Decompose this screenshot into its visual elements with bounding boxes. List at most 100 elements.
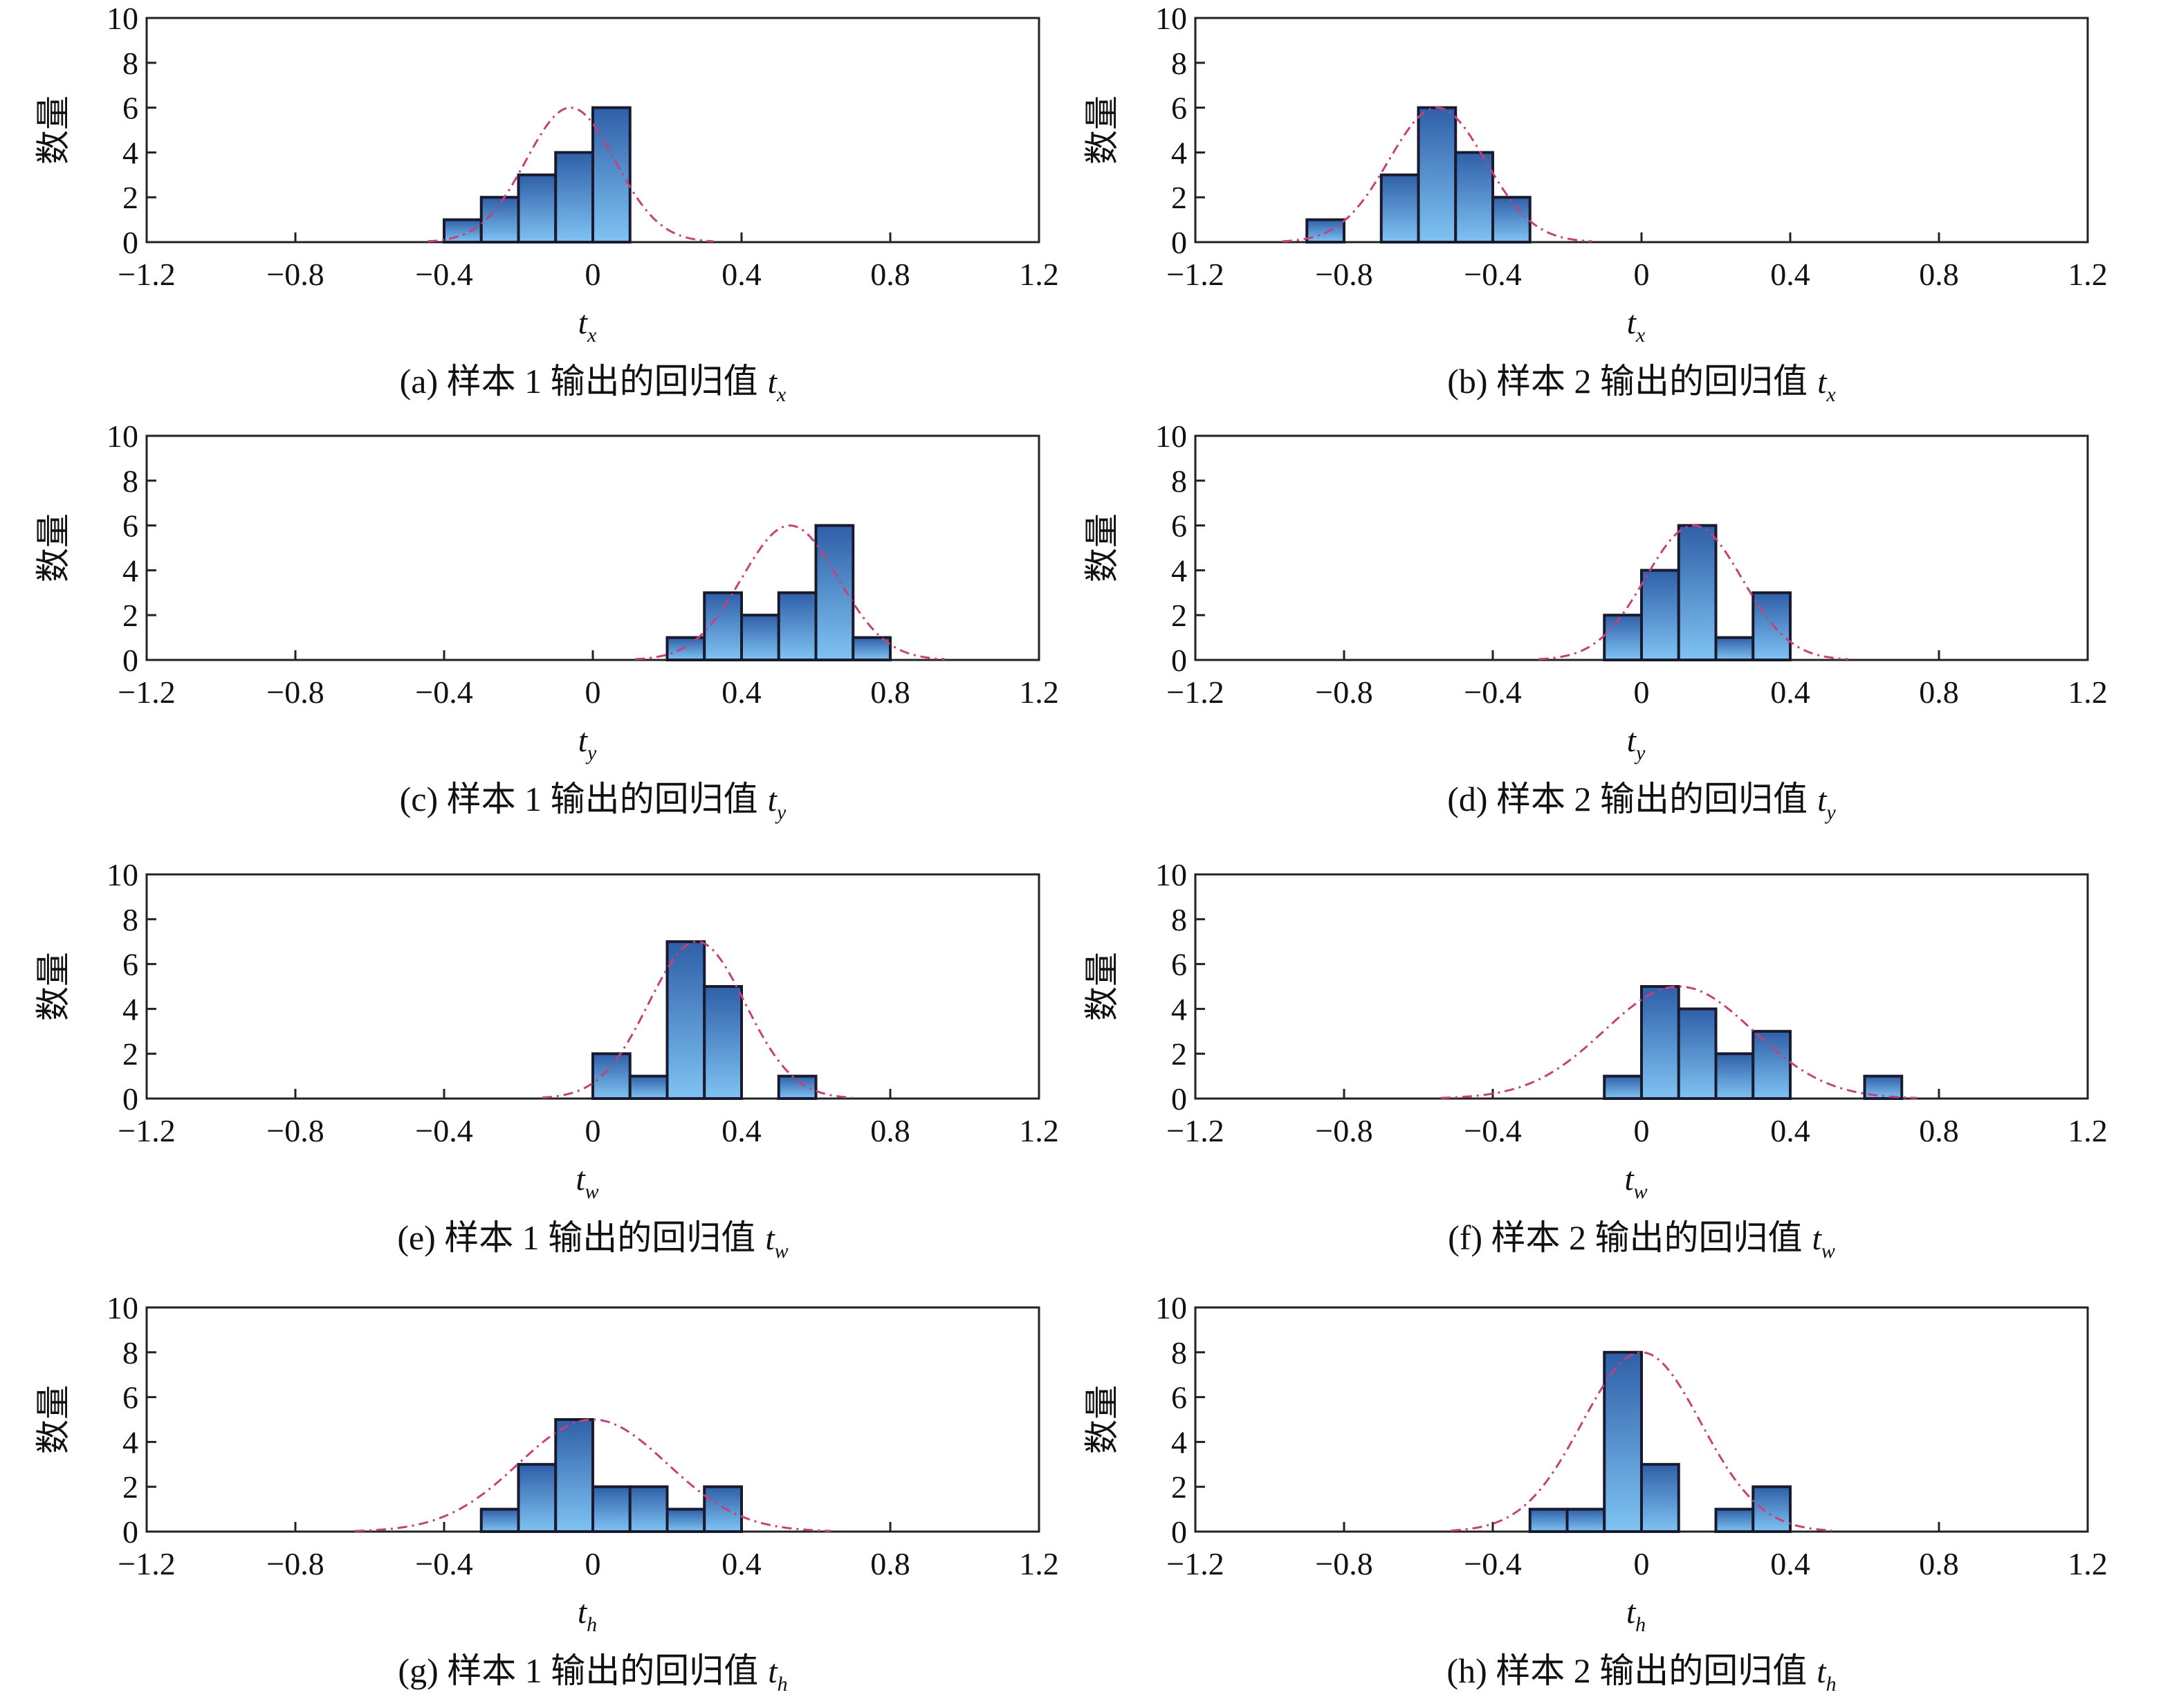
- x-tick-label: 0.8: [1919, 674, 1959, 710]
- histogram-bar-d-5: [1752, 591, 1792, 661]
- x-tick-label: −0.8: [266, 257, 324, 292]
- x-axis-label-sub: x: [1635, 324, 1646, 347]
- x-tick-label: 0.4: [1770, 1113, 1810, 1148]
- histogram-bar-c-4: [777, 591, 818, 661]
- histogram-bar-h-1: [1528, 1507, 1569, 1534]
- panel-caption-sub: y: [775, 801, 787, 824]
- y-axis-label: 数量: [1083, 95, 1121, 165]
- x-axis-label-var: t: [578, 1594, 588, 1631]
- panel-caption-text: (b) 样本 2 输出的回归值: [1447, 362, 1808, 401]
- y-axis-label: 数量: [34, 1385, 73, 1454]
- panel-caption-text: (f) 样本 2 输出的回归值: [1448, 1218, 1802, 1257]
- x-tick-label: 0.8: [1919, 257, 1959, 292]
- panel-caption: (c) 样本 1 输出的回归值 ty: [400, 780, 787, 824]
- histogram-bar-g-6: [665, 1507, 706, 1534]
- histogram-bar-f-1: [1603, 1074, 1643, 1100]
- panel-caption-sub: x: [1826, 383, 1836, 406]
- x-axis-label: tx: [578, 304, 597, 347]
- x-axis-label: tw: [1624, 1161, 1647, 1203]
- x-tick-label: 1.2: [2068, 257, 2108, 292]
- y-tick-label: 2: [1171, 598, 1187, 633]
- histogram-bar-g-3: [554, 1418, 594, 1533]
- y-tick-label: 10: [1155, 857, 1187, 892]
- x-tick-label: −0.8: [266, 1113, 324, 1148]
- y-tick-label: 8: [122, 1335, 138, 1370]
- x-tick-label: 0.4: [721, 674, 762, 710]
- histogram-bar-c-6: [852, 636, 892, 661]
- panel-caption-var: t: [768, 1653, 778, 1690]
- x-axis-label-var: t: [1624, 1161, 1635, 1197]
- histogram-bar-c-1: [665, 636, 706, 661]
- x-axis-label: th: [578, 1594, 597, 1636]
- y-tick-label: 0: [122, 1514, 138, 1550]
- y-axis-label: 数量: [34, 95, 73, 165]
- x-tick-label: −1.2: [1166, 1546, 1224, 1581]
- x-tick-label: −0.8: [1315, 257, 1372, 292]
- x-tick-label: −0.8: [266, 674, 324, 710]
- histogram-bar-b-4: [1454, 151, 1494, 244]
- y-tick-label: 8: [122, 463, 138, 499]
- x-tick-label: −0.4: [415, 674, 472, 710]
- x-tick-label: −0.4: [415, 1546, 472, 1581]
- x-axis-label: th: [1626, 1594, 1646, 1636]
- y-tick-label: 0: [1171, 1081, 1187, 1117]
- y-tick-label: 0: [1171, 1514, 1187, 1550]
- y-tick-label: 8: [122, 902, 138, 937]
- x-tick-label: −0.8: [1315, 674, 1372, 710]
- x-tick-label: 0.8: [870, 674, 910, 710]
- y-tick-label: 4: [122, 1424, 138, 1460]
- y-tick-label: 2: [122, 1469, 138, 1505]
- histogram-bar-b-3: [1417, 106, 1458, 244]
- x-tick-label: 0: [1634, 1113, 1650, 1148]
- y-tick-label: 2: [1171, 1036, 1187, 1072]
- x-axis-label-sub: y: [585, 742, 597, 764]
- x-axis-label: ty: [1627, 722, 1646, 764]
- x-axis-label-sub: y: [1634, 742, 1646, 764]
- y-tick-label: 4: [122, 553, 138, 588]
- x-tick-label: −1.2: [118, 674, 175, 710]
- y-axis-label: 数量: [1083, 1385, 1121, 1454]
- panel-caption-text: (g) 样本 1 输出的回归值: [398, 1651, 758, 1690]
- histogram-bar-g-7: [703, 1485, 743, 1533]
- x-tick-label: 0: [585, 257, 601, 292]
- panel-caption-text: (h) 样本 2 输出的回归值: [1446, 1651, 1807, 1690]
- histogram-bar-d-2: [1640, 569, 1680, 662]
- y-tick-label: 4: [1171, 135, 1187, 170]
- panel-caption: (e) 样本 1 输出的回归值 tw: [397, 1218, 788, 1262]
- x-tick-label: 0.4: [721, 257, 762, 292]
- y-tick-label: 6: [1171, 1380, 1187, 1415]
- x-tick-label: 1.2: [1019, 257, 1059, 292]
- y-tick-label: 10: [1155, 419, 1187, 454]
- panel-caption: (a) 样本 1 输出的回归值 tx: [400, 362, 787, 406]
- x-axis-label: ty: [578, 722, 597, 764]
- x-axis-label-sub: h: [1635, 1613, 1646, 1636]
- y-tick-label: 10: [1155, 1290, 1187, 1325]
- x-tick-label: 0.4: [721, 1113, 762, 1148]
- y-tick-label: 4: [1171, 1424, 1187, 1460]
- histogram-bar-g-5: [628, 1485, 669, 1533]
- x-tick-label: 1.2: [1019, 1113, 1059, 1148]
- y-tick-label: 8: [1171, 902, 1187, 937]
- histogram-bar-a-1: [443, 218, 483, 244]
- x-tick-label: −0.4: [415, 257, 472, 292]
- x-axis-label-var: t: [1626, 1594, 1637, 1631]
- x-tick-label: −1.2: [118, 257, 175, 292]
- x-tick-label: −0.8: [1315, 1546, 1372, 1581]
- x-tick-label: 1.2: [1019, 674, 1059, 710]
- histogram-bar-a-5: [591, 106, 632, 244]
- plot-frame: [1194, 17, 2089, 244]
- x-axis-label-sub: w: [1634, 1180, 1648, 1203]
- x-tick-label: 0.8: [870, 257, 910, 292]
- y-tick-label: 10: [1155, 1, 1187, 36]
- y-tick-label: 2: [122, 180, 138, 215]
- y-axis-label: 数量: [34, 513, 73, 582]
- panel-caption-sub: y: [1824, 801, 1836, 824]
- histogram-bar-f-5: [1752, 1029, 1792, 1101]
- y-tick-label: 2: [122, 598, 138, 633]
- y-axis-label: 数量: [1083, 952, 1121, 1021]
- fit-curve: [1451, 1351, 1832, 1532]
